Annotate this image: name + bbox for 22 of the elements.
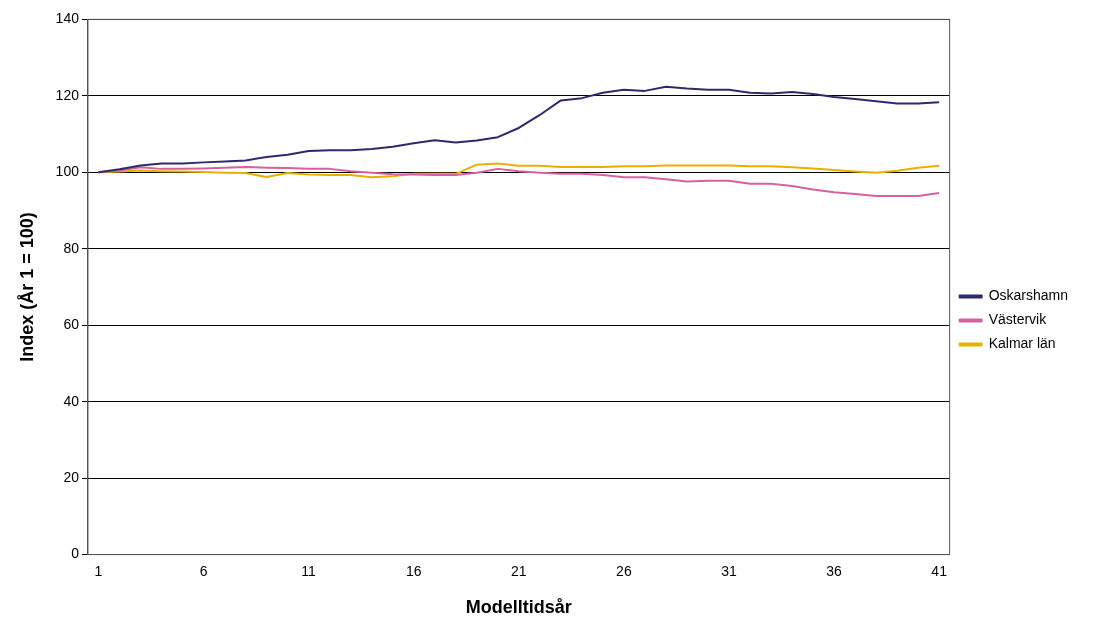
x-tick-label: 11	[301, 562, 317, 579]
x-tick-label: 26	[616, 562, 632, 579]
x-tick-label: 41	[931, 562, 948, 579]
y-tick-label: 40	[63, 392, 80, 409]
y-tick-label: 60	[63, 316, 80, 333]
y-tick-label: 120	[55, 86, 80, 103]
legend-label: Kalmar län	[988, 335, 1056, 352]
y-tick-label: 80	[63, 239, 80, 256]
legend-label: Västervik	[988, 311, 1048, 328]
y-tick-label: 20	[63, 469, 80, 485]
x-tick-label: 36	[826, 562, 843, 579]
legend-label: Oskarshamn	[988, 287, 1068, 304]
x-tick-label: 31	[721, 562, 737, 579]
x-tick-label: 6	[199, 562, 208, 579]
x-axis-title: Modelltidsår	[465, 597, 572, 618]
y-axis-title: Index (År 1 = 100)	[16, 212, 37, 362]
y-tick-label: 0	[71, 545, 80, 562]
x-tick-label: 21	[511, 562, 527, 579]
y-tick-label: 100	[55, 163, 80, 180]
x-tick-label: 16	[405, 562, 422, 579]
x-tick-label: 1	[94, 562, 103, 579]
y-tick-label: 140	[55, 10, 80, 27]
